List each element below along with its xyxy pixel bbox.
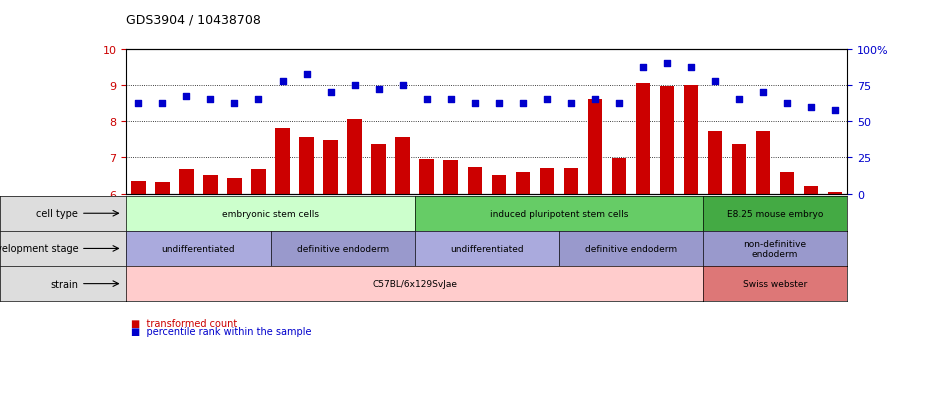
- Point: [563, 100, 578, 107]
- Bar: [636, 84, 651, 194]
- Bar: [732, 145, 746, 194]
- Point: [660, 61, 675, 67]
- Bar: [347, 120, 362, 194]
- Point: [372, 86, 387, 93]
- Point: [539, 97, 554, 104]
- Bar: [323, 141, 338, 194]
- Point: [636, 64, 651, 71]
- Point: [179, 93, 194, 100]
- Bar: [563, 169, 578, 194]
- Bar: [444, 161, 458, 194]
- Text: E8.25 mouse embryo: E8.25 mouse embryo: [727, 209, 823, 218]
- Bar: [395, 138, 410, 194]
- Text: cell type: cell type: [37, 209, 79, 219]
- Text: ■  transformed count: ■ transformed count: [131, 318, 238, 328]
- Bar: [300, 138, 314, 194]
- Point: [732, 97, 747, 104]
- Bar: [467, 168, 482, 194]
- Point: [155, 100, 170, 107]
- Bar: [708, 132, 723, 194]
- Bar: [827, 192, 842, 194]
- Point: [395, 83, 410, 89]
- Text: non-definitive
endoderm: non-definitive endoderm: [743, 239, 807, 259]
- Bar: [203, 176, 218, 194]
- Bar: [179, 170, 194, 194]
- Point: [203, 97, 218, 104]
- Point: [516, 100, 531, 107]
- Bar: [131, 181, 146, 194]
- Point: [323, 90, 338, 96]
- Text: development stage: development stage: [0, 244, 79, 254]
- Point: [131, 100, 146, 107]
- Point: [347, 83, 362, 89]
- Text: strain: strain: [51, 279, 79, 289]
- Point: [227, 100, 242, 107]
- Point: [251, 97, 266, 104]
- Bar: [275, 128, 290, 194]
- Text: definitive endoderm: definitive endoderm: [297, 244, 388, 253]
- Bar: [491, 176, 506, 194]
- Bar: [155, 182, 169, 194]
- Point: [804, 104, 819, 111]
- Bar: [516, 173, 530, 194]
- Bar: [227, 179, 241, 194]
- Bar: [683, 86, 698, 194]
- Text: undifferentiated: undifferentiated: [162, 244, 235, 253]
- Point: [755, 90, 770, 96]
- Bar: [755, 132, 770, 194]
- Point: [827, 108, 842, 114]
- Point: [300, 71, 314, 78]
- Bar: [588, 100, 602, 194]
- Text: induced pluripotent stem cells: induced pluripotent stem cells: [490, 209, 628, 218]
- Point: [611, 100, 626, 107]
- Bar: [804, 187, 818, 194]
- Point: [467, 100, 482, 107]
- Text: embryonic stem cells: embryonic stem cells: [222, 209, 319, 218]
- Text: Swiss webster: Swiss webster: [743, 280, 807, 288]
- Bar: [611, 159, 626, 194]
- Text: definitive endoderm: definitive endoderm: [585, 244, 677, 253]
- Point: [275, 79, 290, 85]
- Text: ■  percentile rank within the sample: ■ percentile rank within the sample: [131, 326, 312, 336]
- Bar: [660, 87, 674, 194]
- Point: [708, 79, 723, 85]
- Point: [683, 64, 698, 71]
- Bar: [780, 173, 795, 194]
- Point: [444, 97, 459, 104]
- Text: undifferentiated: undifferentiated: [450, 244, 523, 253]
- Bar: [539, 169, 554, 194]
- Bar: [372, 144, 386, 194]
- Bar: [251, 169, 266, 194]
- Point: [419, 97, 434, 104]
- Point: [588, 97, 603, 104]
- Text: C57BL/6x129SvJae: C57BL/6x129SvJae: [373, 280, 457, 288]
- Point: [780, 100, 795, 107]
- Bar: [419, 160, 434, 194]
- Point: [491, 100, 506, 107]
- Text: GDS3904 / 10438708: GDS3904 / 10438708: [126, 14, 261, 27]
